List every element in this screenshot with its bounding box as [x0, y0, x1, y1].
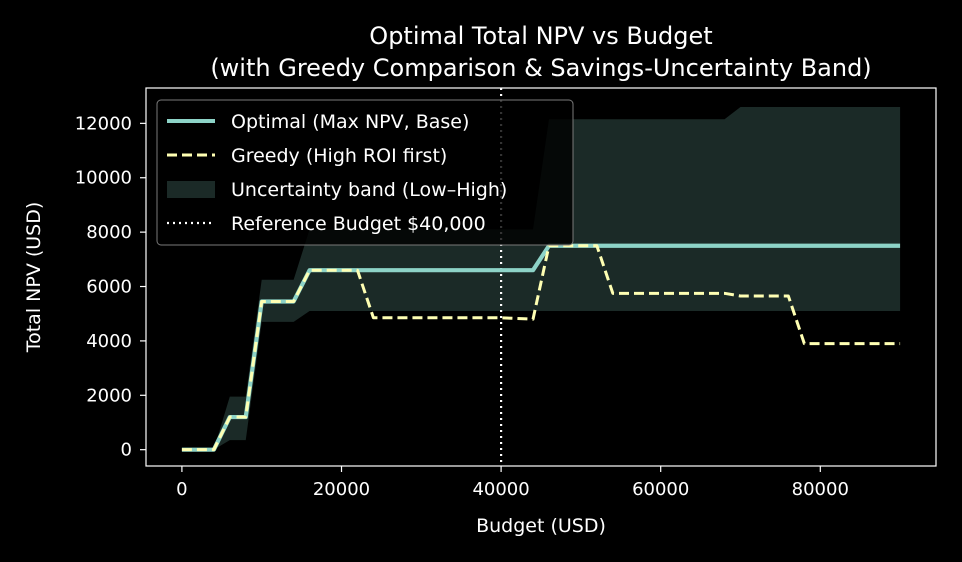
legend-swatch-band — [167, 181, 215, 198]
legend-label-greedy: Greedy (High ROI first) — [231, 145, 447, 167]
y-axis-ticks: 0 2000 4000 6000 8000 10000 12000 — [75, 113, 146, 461]
y-tick-label: 8000 — [86, 222, 132, 243]
y-axis-label: Total NPV (USD) — [23, 202, 45, 354]
x-tick-label: 0 — [176, 479, 187, 500]
series-layer — [181, 243, 901, 452]
legend-label-optimal: Optimal (Max NPV, Base) — [231, 111, 469, 133]
chart-title-line1: Optimal Total NPV vs Budget — [369, 22, 712, 50]
y-tick-label: 10000 — [75, 168, 132, 189]
x-tick-label: 20000 — [313, 479, 370, 500]
y-tick-label: 2000 — [86, 385, 132, 406]
legend-label-band: Uncertainty band (Low–High) — [231, 179, 507, 201]
y-tick-label: 0 — [121, 440, 132, 461]
plot-frame — [145, 87, 937, 467]
y-tick-label: 12000 — [75, 113, 132, 134]
x-tick-label: 80000 — [792, 479, 849, 500]
y-tick-label: 4000 — [86, 331, 132, 352]
x-axis-ticks: 0 20000 40000 60000 80000 — [176, 466, 849, 500]
legend-label-reference: Reference Budget $40,000 — [231, 213, 486, 235]
x-tick-label: 40000 — [472, 479, 529, 500]
x-tick-label: 60000 — [632, 479, 689, 500]
legend-box — [156, 99, 574, 246]
chart-title-line2: (with Greedy Comparison & Savings-Uncert… — [210, 54, 871, 82]
y-tick-label: 6000 — [86, 277, 132, 298]
legend: Optimal (Max NPV, Base) Greedy (High ROI… — [156, 99, 574, 246]
band-layer — [181, 107, 901, 450]
greedy-series-line — [181, 244, 901, 452]
uncertainty-band — [181, 107, 901, 450]
x-axis-label: Budget (USD) — [476, 515, 606, 537]
